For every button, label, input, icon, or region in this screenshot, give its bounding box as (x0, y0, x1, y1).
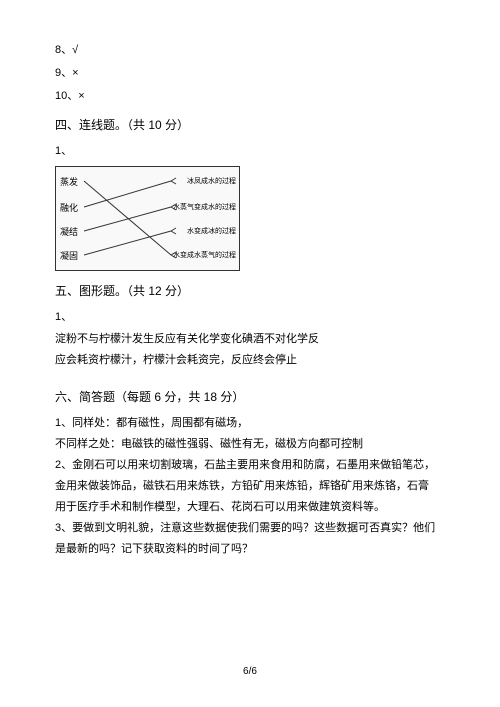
diagram-left-0: 蒸发 (60, 175, 78, 188)
section-6-title: 六、简答题（每题 6 分，共 18 分） (55, 385, 445, 409)
item-10: 10、× (55, 86, 445, 107)
diagram-right-1: 水蒸气变成水的过程 (173, 202, 236, 212)
sec6-q3a: 3、要做到文明礼貌，注意这些数据使我们需要的吗？这些数据可否真实？他们 (55, 518, 445, 539)
diagram-left-2: 凝结 (60, 225, 78, 238)
sec5-line1: 淀粉不与柠檬汁发生反应有关化学变化碘酒不对化学反 (55, 329, 445, 350)
section-4-title: 四、连线题。（共 10 分） (55, 113, 445, 137)
sec5-line2: 应会耗资柠檬汁，柠檬汁会耗资完，反应终会停止 (55, 350, 445, 371)
sec6-q2b: 金用来做装饰品，磁铁石用来炼铁，方铅矿用来炼铅，辉铬矿用来炼铬，石膏 (55, 476, 445, 497)
sec6-q2a: 2、金刚石可以用来切割玻璃，石盐主要用来食用和防腐，石墨用来做铅笔芯， (55, 455, 445, 476)
diagram-right-3: 水变成水蒸气的过程 (173, 250, 236, 260)
diagram-right-2: 水变成冰的过程 (187, 226, 236, 236)
section-4-number: 1、 (55, 141, 445, 162)
sec6-q1a: 1、同样处：都有磁性，周围都有磁场， (55, 413, 445, 434)
section-5-title: 五、图形题。（共 12 分） (55, 279, 445, 303)
diagram-right-0: 冰凤成水的过程 (187, 176, 236, 186)
diagram-left-3: 凝固 (60, 249, 78, 262)
diagram-left-1: 融化 (60, 201, 78, 214)
matching-diagram: 蒸发 融化 凝结 凝固 冰凤成水的过程 水蒸气变成水的过程 水变成冰的过程 水变… (55, 166, 240, 271)
sec6-q2c: 用于医疗手术和制作模型，大理石、花岗石可以用来做建筑资料等。 (55, 497, 445, 518)
page-number: 6/6 (0, 666, 500, 677)
sec6-q3b: 是最新的吗？记下获取资料的时间了吗？ (55, 539, 445, 560)
sec6-q1b: 不同样之处：电磁铁的磁性强弱、磁性有无，磁极方向都可控制 (55, 434, 445, 455)
section-5-number: 1、 (55, 307, 445, 328)
item-8: 8、√ (55, 40, 445, 61)
item-9: 9、× (55, 63, 445, 84)
